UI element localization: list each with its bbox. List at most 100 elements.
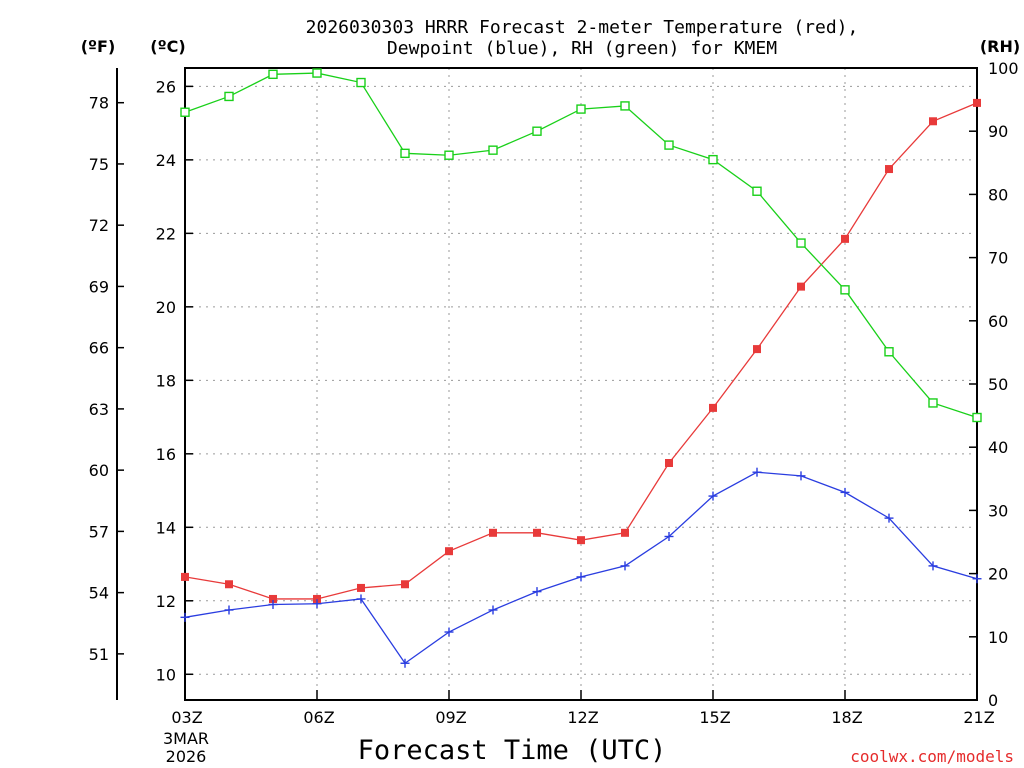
rh-tick-label: 40 [988,438,1008,457]
temperature-point [973,98,981,107]
celsius-tick-label: 12 [156,592,176,611]
dewpoint-point [708,491,718,501]
temperature-point [753,345,761,354]
rh-point [708,154,718,165]
rh-point [444,150,454,160]
dewpoint-line [184,471,978,665]
dewpoint-point [620,561,630,571]
dewpoint-point [224,605,234,615]
fahrenheit-tick-label: 54 [89,584,109,603]
rh-point [796,238,806,248]
x-tick-label: 03Z [171,708,202,727]
rh-point [224,91,234,102]
rh-point [400,148,410,159]
rh-tick-label: 30 [988,501,1008,520]
dewpoint-point [400,658,410,668]
dewpoint-point [268,599,278,609]
temperature-point [489,528,497,537]
rh-point [928,398,938,408]
chart-title-line-1: 2026030303 HRRR Forecast 2-meter Tempera… [306,17,859,38]
rh-tick-label: 50 [988,375,1008,394]
celsius-tick-label: 24 [156,151,176,170]
rh-point [268,69,278,80]
dewpoint-point [664,531,674,541]
temperature-point [401,580,409,589]
rh-point [620,101,630,111]
fahrenheit-tick-label: 57 [89,522,109,541]
fahrenheit-tick-label: 69 [89,277,109,296]
date-label-year: 2026 [166,747,207,766]
x-tick-label: 15Z [699,708,730,727]
temperature-point [885,165,893,174]
rh-tick-label: 80 [988,185,1008,204]
temperature-point [709,403,717,412]
chart-title-line-2: Dewpoint (blue), RH (green) for KMEM [387,38,777,59]
x-axis-label: Forecast Time (UTC) [358,735,667,766]
celsius-tick-label: 16 [156,445,176,464]
x-tick-label: 21Z [963,708,994,727]
x-tick-label: 09Z [435,708,466,727]
temperature-point [533,528,541,537]
fahrenheit-unit-label: (ºF) [81,37,116,56]
fahrenheit-tick-label: 72 [89,216,109,235]
dewpoint-point [444,627,454,637]
dewpoint-point [884,513,894,523]
temperature-point [357,583,365,592]
dewpoint-point [180,612,190,622]
fahrenheit-tick-label: 66 [89,339,109,358]
rh-point [884,347,894,357]
rh-point [576,104,586,114]
rh-tick-label: 10 [988,628,1008,647]
data-markers [180,68,982,668]
celsius-tick-label: 10 [156,665,176,684]
temperature-point [313,594,321,603]
temperature-point [181,572,189,581]
rh-tick-label: 100 [988,59,1019,78]
dewpoint-point [356,594,366,604]
fahrenheit-tick-label: 78 [89,94,109,113]
dewpoint-point [840,487,850,497]
rh-point [356,77,366,88]
rh-point [752,186,762,196]
dewpoint-point [796,471,806,481]
celsius-tick-label: 14 [156,518,176,537]
credit-label: coolwx.com/models [850,747,1014,766]
x-tick-label: 12Z [567,708,598,727]
celsius-unit-label: (ºC) [150,37,185,56]
temperature-point [269,594,277,603]
temperature-point [621,528,629,537]
temperature-point [841,234,849,243]
temperature-point [577,536,585,545]
celsius-tick-label: 22 [156,224,176,243]
rh-point [312,68,322,78]
rh-point [532,126,542,136]
gridlines [185,68,977,700]
rh-point [840,285,850,295]
fahrenheit-tick-label: 75 [89,155,109,174]
rh-tick-label: 90 [988,122,1008,141]
rh-point [664,140,674,150]
fahrenheit-tick-label: 63 [89,400,109,419]
rh-tick-label: 0 [988,691,998,710]
temperature-point [797,282,805,291]
rh-tick-label: 60 [988,312,1008,331]
rh-point [488,145,498,155]
rh-unit-label: (RH) [980,37,1020,56]
x-tick-label: 18Z [831,708,862,727]
temperature-point [445,547,453,556]
celsius-tick-label: 26 [156,77,176,96]
temperature-point [225,580,233,589]
dewpoint-point [972,574,982,584]
celsius-tick-label: 18 [156,371,176,390]
rh-point [180,107,190,117]
x-tick-label: 06Z [303,708,334,727]
axes: 10 12 14 16 18 20 22 24 26 51 54 57 60 63 66 69 72 75 78 0 1… [89,59,1019,727]
fahrenheit-tick-label: 60 [89,461,109,480]
dewpoint-point [576,572,586,582]
temperature-point [929,117,937,126]
temperature-point [665,459,673,467]
celsius-tick-label: 20 [156,298,176,317]
date-label-month: 3MAR [163,729,209,748]
rh-tick-label: 70 [988,249,1008,268]
